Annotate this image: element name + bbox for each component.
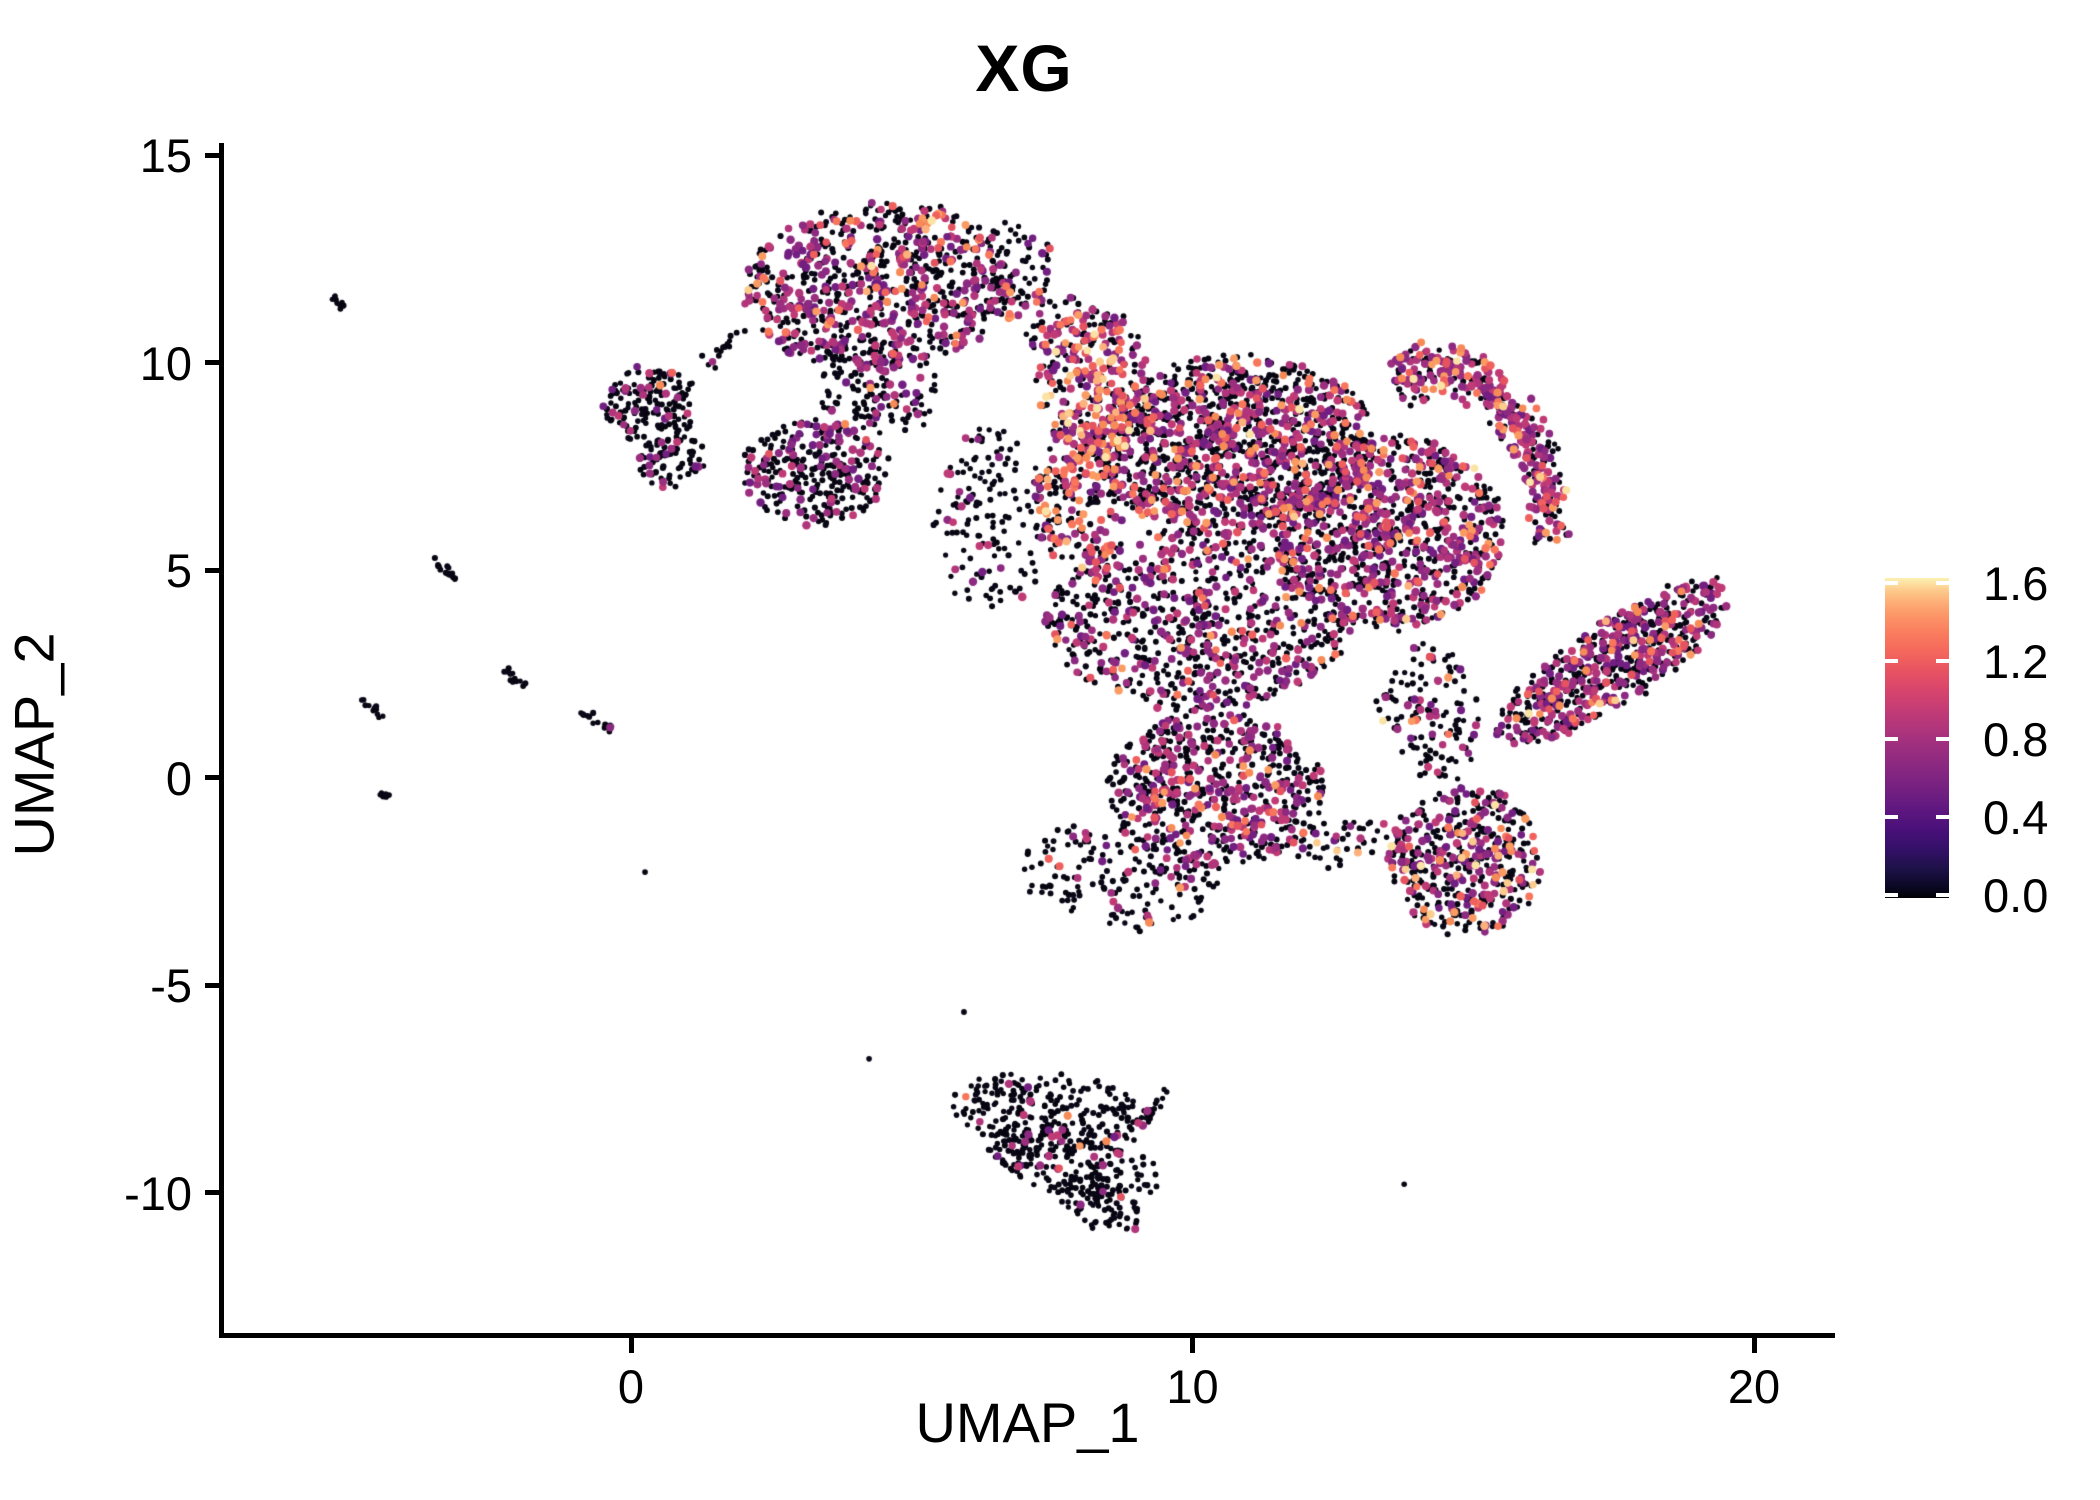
y-tick-label: -5: [150, 959, 192, 1012]
y-tick-mark: [205, 567, 222, 573]
x-axis-line: [219, 1333, 1835, 1338]
colorbar-tick-label: 1.6: [1983, 557, 2049, 610]
x-tick-label: 0: [617, 1360, 645, 1413]
y-tick-mark: [205, 982, 222, 988]
x-axis-title: UMAP_1: [915, 1391, 1140, 1454]
x-tick-mark: [1190, 1336, 1195, 1353]
x-tick-label: 10: [1166, 1360, 1219, 1413]
y-axis-title: UMAP_2: [2, 632, 66, 857]
colorbar-tick-mark: [1936, 659, 1949, 663]
colorbar-tick-label: 0.0: [1983, 869, 2049, 922]
y-axis-line: [219, 143, 224, 1338]
colorbar-tick-mark: [1885, 581, 1898, 585]
colorbar-tick-mark: [1936, 815, 1949, 819]
y-tick-label: 5: [165, 544, 192, 597]
x-tick-mark: [1751, 1336, 1757, 1353]
y-tick-mark: [205, 360, 222, 365]
y-tick-label: 0: [165, 751, 192, 805]
y-tick-label: 15: [139, 129, 192, 182]
y-tick-mark: [205, 1190, 222, 1195]
y-tick-mark: [205, 152, 222, 158]
x-tick-mark: [628, 1336, 634, 1353]
colorbar-tick-mark: [1885, 737, 1898, 741]
colorbar-tick-mark: [1885, 893, 1898, 897]
colorbar-tick-label: 1.2: [1983, 635, 2049, 688]
y-tick-mark: [205, 775, 222, 780]
x-tick-label: 20: [1727, 1360, 1781, 1413]
colorbar-tick-mark: [1936, 893, 1949, 897]
colorbar-tick-label: 0.4: [1983, 791, 2049, 844]
colorbar-tick-mark: [1936, 581, 1949, 585]
colorbar-tick-mark: [1885, 659, 1898, 663]
y-tick-label: 10: [139, 336, 192, 390]
colorbar-tick-mark: [1936, 737, 1949, 741]
colorbar-tick-mark: [1885, 815, 1898, 819]
y-tick-label: -10: [124, 1166, 192, 1220]
colorbar-tick-label: 0.8: [1983, 713, 2049, 766]
